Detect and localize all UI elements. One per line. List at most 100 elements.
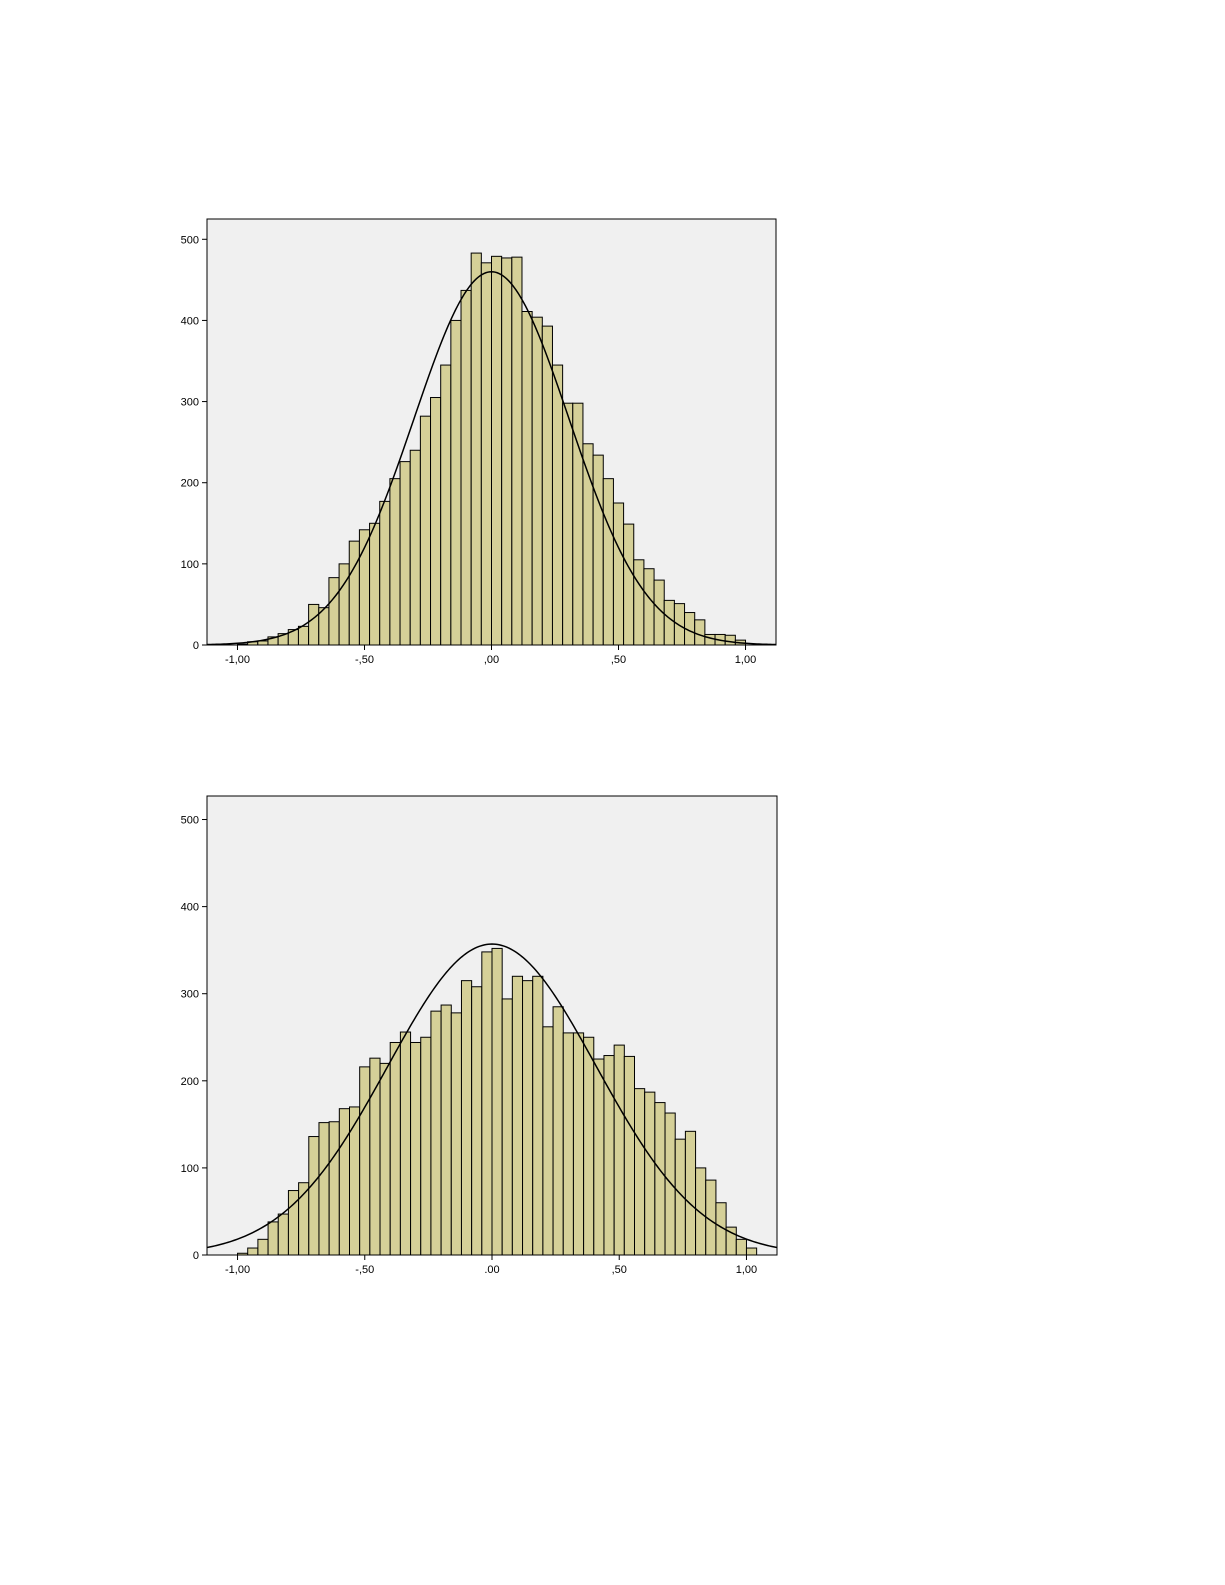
- histogram-bar: [704, 633, 716, 646]
- y-tick-label: 300: [181, 397, 199, 409]
- histogram-bar: [430, 397, 442, 646]
- histogram-bar: [664, 1112, 676, 1256]
- histogram-bar: [531, 316, 543, 646]
- histogram-bar: [592, 454, 604, 646]
- histogram-bar: [745, 1247, 758, 1256]
- y-tick-label: 0: [193, 1250, 199, 1262]
- histogram-bar: [247, 1247, 259, 1256]
- histogram-bar: [643, 568, 655, 646]
- chart-1-svg: 0 100 200 300 400 500 -1,00 -,50 ,00 ,50 1,00: [181, 218, 777, 666]
- histogram-bar: [338, 1108, 351, 1256]
- histogram-bar: [379, 500, 391, 646]
- histogram-bar: [623, 1055, 635, 1256]
- x-tick-label: 1,00: [735, 654, 756, 666]
- histogram-bar: [308, 603, 320, 646]
- histogram-bar: [552, 1006, 564, 1256]
- histogram-bar: [419, 415, 432, 646]
- histogram-chart-1: 0 100 200 300 400 500 -1,00 -,50 ,00 ,50 1,00: [0, 0, 1225, 700]
- histogram-bar: [562, 1032, 574, 1256]
- histogram-bar: [410, 1041, 422, 1256]
- histogram-bar: [593, 1058, 605, 1256]
- histogram-bar: [450, 1012, 462, 1256]
- x-tick-label: ,50: [611, 654, 626, 666]
- histogram-bar: [481, 951, 493, 1256]
- y-tick-label: 100: [181, 559, 199, 571]
- normal-curve: [206, 270, 777, 646]
- histogram-bar: [440, 1004, 452, 1256]
- x-tick-label: .00: [484, 1264, 499, 1276]
- histogram-bar: [399, 461, 411, 646]
- y-tick-label: 200: [181, 1076, 199, 1088]
- histogram-bar: [511, 256, 523, 646]
- histogram-bar: [480, 262, 493, 646]
- histogram-bar: [328, 1121, 340, 1256]
- x-tick-label: -,50: [355, 654, 374, 666]
- histogram-bar: [695, 1167, 707, 1256]
- histogram-bar: [612, 502, 625, 646]
- histogram-bar: [724, 634, 736, 646]
- x-tick-label: -,50: [355, 1264, 374, 1276]
- histogram-bar: [673, 603, 686, 646]
- x-tick-label: -1,00: [225, 654, 250, 666]
- histogram-bar: [389, 1041, 401, 1256]
- x-tick-label: ,50: [612, 1264, 627, 1276]
- histogram-bar: [521, 311, 533, 646]
- histogram-bar: [491, 255, 503, 646]
- histogram-bar: [471, 986, 483, 1256]
- y-tick-label: 500: [181, 234, 199, 246]
- histogram-bar: [684, 1130, 697, 1256]
- histogram-bar: [348, 540, 360, 646]
- x-tick-label: ,00: [484, 654, 499, 666]
- histogram-bar: [369, 1057, 381, 1256]
- y-tick-label: 0: [193, 640, 199, 652]
- histogram-bar: [603, 1055, 615, 1256]
- histogram-bar: [460, 980, 473, 1256]
- histogram-bar: [267, 1221, 279, 1256]
- histogram-bar: [562, 402, 574, 646]
- y-tick-label: 300: [181, 989, 199, 1001]
- histogram-bar: [491, 947, 503, 1256]
- histogram-bar: [277, 1213, 289, 1256]
- histogram-bar: [541, 325, 553, 646]
- histogram-bar: [532, 975, 544, 1256]
- histogram-bar: [297, 625, 310, 646]
- chart-2-svg: 0 100 200 300 400 500 -1,00 -,50 .00 ,50 1,00: [181, 795, 778, 1276]
- y-tick-label: 200: [181, 478, 199, 490]
- histogram-bar: [460, 289, 472, 646]
- histogram-bar: [501, 257, 513, 646]
- histogram-bar: [359, 1066, 371, 1256]
- histogram-bar: [623, 523, 635, 646]
- y-tick-label: 400: [181, 315, 199, 327]
- histogram-bar: [572, 1032, 585, 1256]
- histogram-bar: [511, 975, 524, 1256]
- histogram-bar: [522, 980, 534, 1256]
- histogram-bar: [389, 478, 401, 646]
- histogram-chart-2: 0 100 200 300 400 500 -1,00 -,50 .00 ,50 1,00: [0, 780, 1225, 1320]
- histogram-bar: [257, 1238, 269, 1256]
- normal-curve: [206, 943, 778, 1249]
- histogram-bar: [583, 1036, 595, 1256]
- histogram-bar: [420, 1036, 432, 1256]
- histogram-bar: [338, 563, 350, 646]
- histogram-bar: [654, 1102, 666, 1256]
- histogram-bar: [318, 1122, 330, 1256]
- histogram-bar: [308, 1136, 320, 1256]
- y-tick-label: 500: [181, 815, 199, 827]
- histogram-bar: [644, 1091, 656, 1256]
- y-tick-label: 100: [181, 1163, 199, 1175]
- y-tick-label: 400: [181, 902, 199, 914]
- histogram-bar: [430, 1010, 442, 1256]
- histogram-bar: [551, 364, 564, 646]
- histogram-bar: [399, 1031, 412, 1256]
- histogram-bar: [542, 1026, 554, 1256]
- histogram-bar: [440, 364, 452, 646]
- histogram-bar: [634, 1088, 646, 1256]
- histogram-bar: [663, 599, 675, 646]
- histogram-bar: [735, 1238, 747, 1256]
- histogram-bar: [328, 577, 340, 646]
- histogram-bar: [572, 402, 584, 646]
- histogram-bar: [694, 619, 706, 646]
- histogram-bar: [379, 1062, 391, 1256]
- histogram-bar: [501, 998, 513, 1256]
- histogram-bar: [633, 559, 645, 646]
